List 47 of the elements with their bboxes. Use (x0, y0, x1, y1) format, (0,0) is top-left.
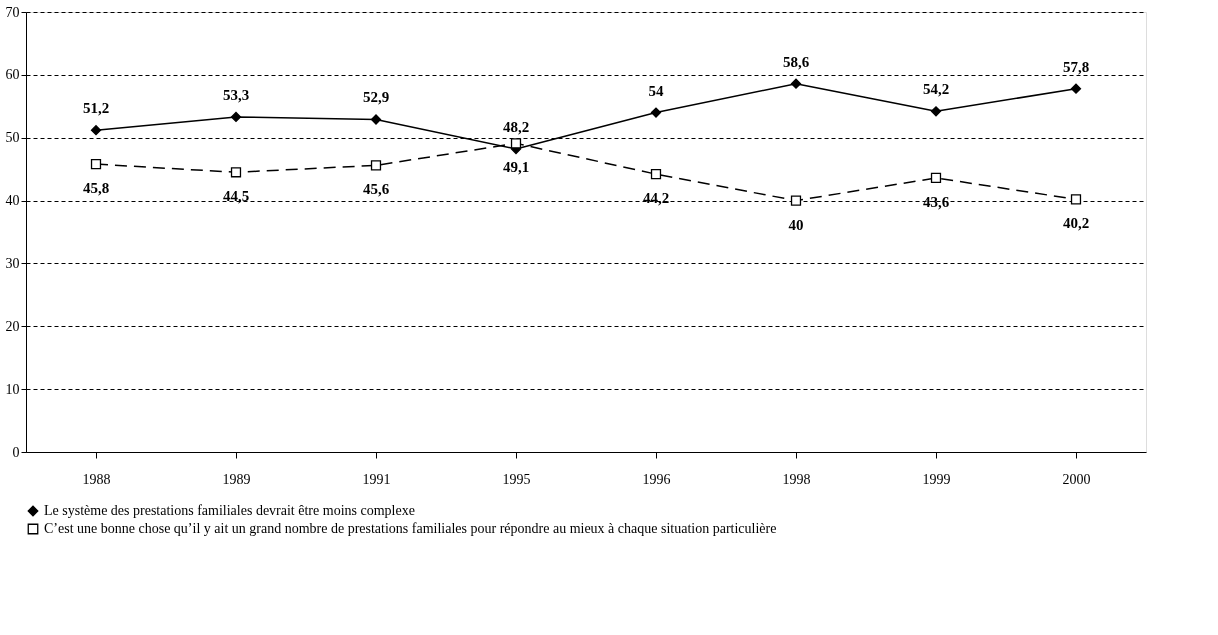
point (790, 195, 802, 206)
y-tick-label: 0 (12, 444, 20, 460)
x-tick-label: 1995 (502, 471, 531, 487)
data-label: 40 (788, 216, 804, 233)
data-label: 54,2 (922, 81, 950, 98)
data-label: 51,2 (82, 100, 110, 117)
x-tick-label: 1991 (362, 471, 391, 487)
point (90, 158, 102, 170)
data-label: 44,2 (642, 190, 670, 207)
point (230, 167, 242, 178)
data-label: 43,6 (922, 193, 950, 210)
point (90, 125, 102, 136)
legend-label: Le système des prestations familiales devrait être moins complexe (44, 503, 415, 518)
x-tick-label: 1998 (782, 471, 811, 487)
y-tick-label: 60 (5, 67, 20, 83)
legend-label: C’est une bonne chose qu’il y ait un grand nombre de prestations familiales pour répondre au mieux à chaque situation particulière (44, 521, 777, 536)
y-tick-label: 20 (5, 318, 20, 334)
point (1070, 83, 1082, 94)
data-label: 48,2 (502, 119, 530, 136)
point (230, 111, 242, 123)
data-label: 45,8 (82, 180, 110, 197)
point (370, 160, 382, 171)
y-tick-label: 30 (5, 255, 20, 271)
y-tick-label: 70 (5, 4, 20, 20)
point (930, 106, 942, 117)
point (790, 78, 802, 89)
x-tick-label: 1989 (222, 471, 251, 487)
data-label: 53,3 (222, 86, 250, 103)
x-tick-label: 2000 (1062, 471, 1091, 487)
data-label: 52,9 (362, 89, 390, 106)
point (1070, 194, 1082, 205)
point (930, 172, 942, 184)
data-label: 54 (648, 82, 664, 99)
data-label: 45,6 (362, 181, 390, 198)
data-label: 49,1 (502, 159, 530, 176)
x-tick-label: 1999 (922, 471, 951, 487)
data-label: 58,6 (782, 53, 810, 70)
point (650, 169, 662, 180)
point (510, 138, 522, 149)
y-tick-label: 40 (5, 193, 20, 209)
x-tick-label: 1996 (642, 471, 671, 487)
x-tick-label: 1988 (82, 471, 111, 487)
y-tick-label: 50 (5, 130, 20, 146)
data-label: 57,8 (1062, 58, 1090, 75)
data-label: 44,5 (222, 188, 250, 205)
data-label: 40,2 (1062, 215, 1090, 232)
y-tick-label: 10 (5, 381, 20, 397)
